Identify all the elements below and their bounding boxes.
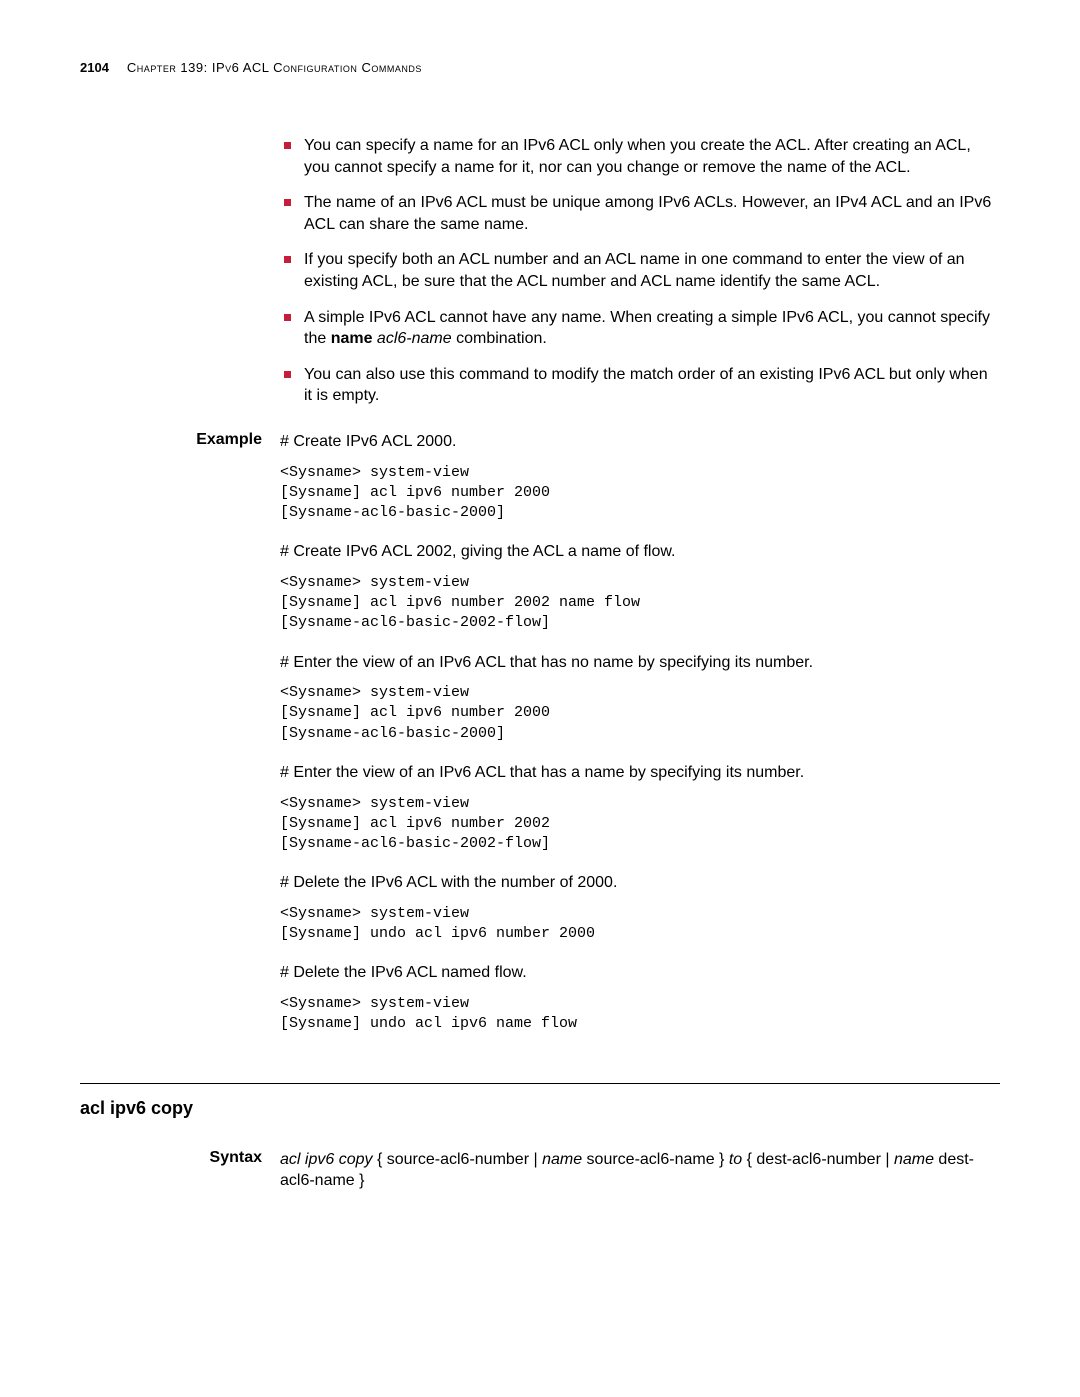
code-block: <Sysname> system-view [Sysname] undo acl… (280, 994, 1000, 1035)
example-para: # Delete the IPv6 ACL named flow. (280, 962, 1000, 984)
syntax-text: { source-acl6-number | (373, 1151, 543, 1168)
bullet-text: combination. (452, 330, 547, 347)
bullet-item: A simple IPv6 ACL cannot have any name. … (280, 307, 1000, 350)
bullet-item: If you specify both an ACL number and an… (280, 249, 1000, 292)
example-para: # Enter the view of an IPv6 ACL that has… (280, 652, 1000, 674)
syntax-body: acl ipv6 copy { source-acl6-number | nam… (280, 1149, 1000, 1192)
page-header: 2104 Chapter 139: IPv6 ACL Configuration… (80, 60, 1000, 75)
chapter-title: Chapter 139: IPv6 ACL Configuration Comm… (127, 60, 422, 75)
syntax-label: Syntax (80, 1149, 280, 1167)
section-heading: acl ipv6 copy (80, 1098, 1000, 1119)
example-label: Example (80, 431, 280, 449)
bullet-italic: acl6-name (372, 330, 451, 347)
code-block: <Sysname> system-view [Sysname] acl ipv6… (280, 683, 1000, 744)
bullet-item: The name of an IPv6 ACL must be unique a… (280, 192, 1000, 235)
bullet-item: You can also use this command to modify … (280, 364, 1000, 407)
syntax-kw: name (542, 1151, 582, 1168)
syntax-text: { dest-acl6-number | (742, 1151, 894, 1168)
syntax-row: Syntax acl ipv6 copy { source-acl6-numbe… (280, 1149, 1000, 1192)
example-para: # Create IPv6 ACL 2002, giving the ACL a… (280, 541, 1000, 563)
bullet-list: You can specify a name for an IPv6 ACL o… (280, 135, 1000, 407)
example-para: # Enter the view of an IPv6 ACL that has… (280, 762, 1000, 784)
page: 2104 Chapter 139: IPv6 ACL Configuration… (0, 0, 1080, 1258)
syntax-cmd: acl ipv6 copy (280, 1151, 373, 1168)
example-para: # Delete the IPv6 ACL with the number of… (280, 872, 1000, 894)
example-para: # Create IPv6 ACL 2000. (280, 431, 1000, 453)
code-block: <Sysname> system-view [Sysname] acl ipv6… (280, 794, 1000, 855)
example-section: Example # Create IPv6 ACL 2000. <Sysname… (280, 431, 1000, 1053)
content-area: You can specify a name for an IPv6 ACL o… (280, 135, 1000, 1053)
bullet-bold: name (331, 330, 373, 347)
syntax-kw: to (729, 1151, 742, 1168)
bullet-item: You can specify a name for an IPv6 ACL o… (280, 135, 1000, 178)
code-block: <Sysname> system-view [Sysname] acl ipv6… (280, 573, 1000, 634)
page-number: 2104 (80, 60, 109, 75)
example-body: # Create IPv6 ACL 2000. <Sysname> system… (280, 431, 1000, 1053)
syntax-kw: name (894, 1151, 934, 1168)
code-block: <Sysname> system-view [Sysname] acl ipv6… (280, 463, 1000, 524)
section2-content: Syntax acl ipv6 copy { source-acl6-numbe… (280, 1149, 1000, 1192)
syntax-text: source-acl6-name } (582, 1151, 729, 1168)
section-divider (80, 1083, 1000, 1084)
code-block: <Sysname> system-view [Sysname] undo acl… (280, 904, 1000, 945)
